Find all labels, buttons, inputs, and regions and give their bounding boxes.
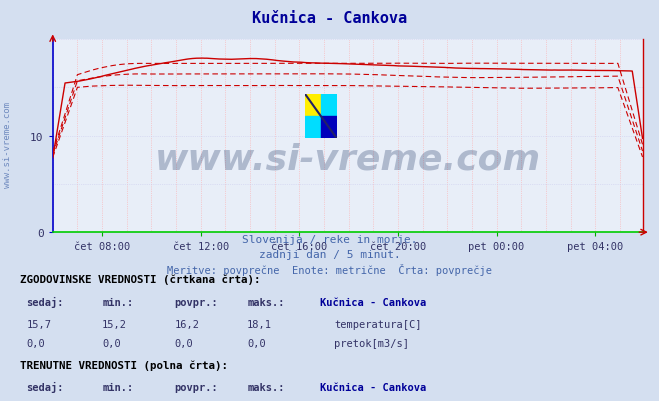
Text: ZGODOVINSKE VREDNOSTI (črtkana črta):: ZGODOVINSKE VREDNOSTI (črtkana črta): [20,274,260,285]
Text: Kučnica - Cankova: Kučnica - Cankova [252,11,407,26]
Text: zadnji dan / 5 minut.: zadnji dan / 5 minut. [258,250,401,260]
Text: povpr.:: povpr.: [175,382,218,392]
Bar [305,95,321,117]
Text: 18,1: 18,1 [247,319,272,329]
Text: 16,2: 16,2 [175,319,200,329]
Text: Kučnica - Cankova: Kučnica - Cankova [320,382,426,392]
Text: www.si-vreme.com: www.si-vreme.com [3,101,13,187]
Text: 0,0: 0,0 [247,338,266,348]
Text: maks.:: maks.: [247,382,285,392]
Text: 15,2: 15,2 [102,319,127,329]
Text: TRENUTNE VREDNOSTI (polna črta):: TRENUTNE VREDNOSTI (polna črta): [20,360,228,370]
Text: min.:: min.: [102,382,133,392]
Text: povpr.:: povpr.: [175,297,218,307]
Text: 0,0: 0,0 [26,338,45,348]
Text: pretok[m3/s]: pretok[m3/s] [334,338,409,348]
Text: maks.:: maks.: [247,297,285,307]
Polygon shape [321,117,337,139]
Text: 0,0: 0,0 [175,338,193,348]
Text: 0,0: 0,0 [102,338,121,348]
Text: temperatura[C]: temperatura[C] [334,319,422,329]
Text: sedaj:: sedaj: [26,381,64,392]
Polygon shape [305,117,321,139]
Text: Meritve: povprečne  Enote: metrične  Črta: povprečje: Meritve: povprečne Enote: metrične Črta:… [167,263,492,275]
Text: sedaj:: sedaj: [26,296,64,307]
Text: Kučnica - Cankova: Kučnica - Cankova [320,297,426,307]
Text: www.si-vreme.com: www.si-vreme.com [155,142,540,176]
Text: 15,7: 15,7 [26,319,51,329]
Text: min.:: min.: [102,297,133,307]
Bar [321,95,337,117]
Text: Slovenija / reke in morje.: Slovenija / reke in morje. [242,235,417,245]
